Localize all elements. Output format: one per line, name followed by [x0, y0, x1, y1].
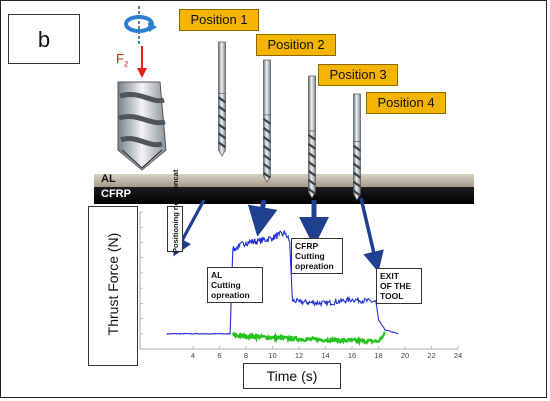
panel-label: b — [8, 14, 80, 64]
x-tick-label: 22 — [427, 351, 435, 360]
annotation-cfrp-cutting: CFRP Cutting opreation — [291, 238, 343, 274]
drill-bit-position-4-icon — [352, 93, 362, 201]
series-line-1 — [166, 229, 399, 335]
x-axis-label: Time (s) — [243, 363, 341, 389]
x-tick-label: 20 — [401, 351, 409, 360]
x-tick-label: 18 — [374, 351, 382, 360]
position-1-label: Position 1 — [179, 9, 259, 31]
cfrp-layer-label: CFRP — [101, 188, 131, 200]
material-stack — [94, 174, 474, 204]
al-layer-label: AL — [101, 173, 116, 185]
drill-bit-position-2-icon — [262, 59, 272, 183]
force-arrow-icon — [137, 46, 147, 78]
drill-bit-position-3-icon — [307, 75, 317, 199]
annotation-non-contact: Positioning non-concat — [167, 170, 183, 253]
position-4-label: Position 4 — [366, 92, 446, 114]
x-tick-label: 4 — [191, 351, 195, 360]
x-tick-label: 6 — [217, 351, 221, 360]
x-tick-label: 14 — [321, 351, 329, 360]
chart-series — [166, 229, 399, 347]
annotation-exit-tool: EXIT OF THE TOOL — [376, 268, 422, 304]
series-line-2 — [231, 330, 386, 347]
connector-arrows — [173, 197, 384, 273]
drill-bit-position-1-icon — [217, 41, 227, 157]
force-label: Fz — [116, 51, 129, 69]
x-tick-label: 24 — [454, 351, 462, 360]
rotation-arrow-icon — [124, 6, 157, 46]
y-axis-label-box: Thrust Force (N) — [88, 206, 138, 366]
connector-position-4 — [359, 197, 384, 273]
cfrp-layer — [94, 187, 474, 204]
x-tick-label: 10 — [268, 351, 276, 360]
x-tick-label: 16 — [348, 351, 356, 360]
annotation-al-cutting: AL Cutting opreation — [207, 267, 263, 303]
x-tick-label: 8 — [244, 351, 248, 360]
connector-position-2 — [247, 199, 278, 237]
drill-bit-large-icon — [117, 81, 167, 171]
position-2-label: Position 2 — [256, 34, 336, 56]
al-layer — [94, 174, 474, 187]
x-tick-label: 12 — [295, 351, 303, 360]
y-axis-label: Thrust Force (N) — [105, 232, 121, 336]
position-3-label: Position 3 — [318, 64, 398, 86]
